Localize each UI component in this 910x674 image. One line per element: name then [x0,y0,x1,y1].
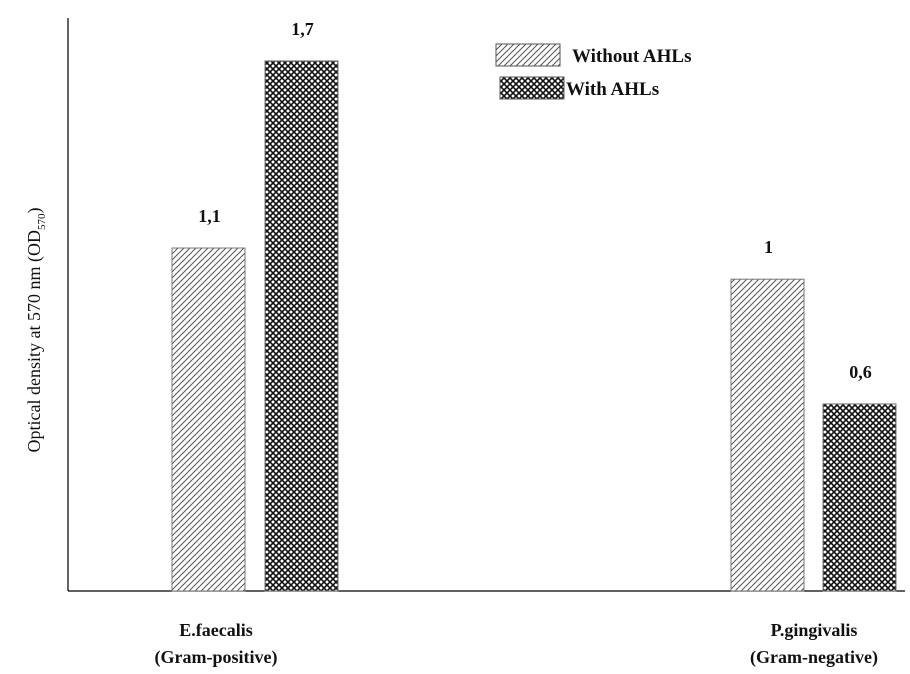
bars-group [171,60,897,592]
value-labels-group: 1,1 1 1,7 0,6 [198,19,872,382]
y-axis-title-subscript: 570 [36,213,48,230]
category-labels-group: E.faecalis (Gram-positive) P.gingivalis (Gr… [155,620,878,668]
y-axis-title-close: ) [24,208,45,214]
legend-label: Without AHLs [572,46,692,67]
y-axis-title-main: Optical density at 570 nm (OD [24,230,45,452]
value-label: 1 [764,237,773,257]
value-label: 1,7 [291,19,314,39]
bar-without-ahls-1 [730,278,805,592]
legend: Without AHLs With AHLs [495,43,692,100]
legend-swatch-without-ahls [495,43,561,67]
value-label: 0,6 [849,362,872,382]
value-label: 1,1 [198,206,221,226]
bar-without-ahls-0 [171,247,246,592]
bar-with-ahls-0 [264,60,339,592]
category-label: P.gingivalis [771,620,858,640]
legend-label: With AHLs [566,79,659,100]
bar-with-ahls-1 [822,403,897,592]
category-label: E.faecalis [179,620,253,640]
y-axis-title: Optical density at 570 nm (OD570) [24,208,48,453]
legend-swatch-with-ahls [499,76,565,100]
category-group-label: (Gram-negative) [750,647,878,668]
category-group-label: (Gram-positive) [155,647,278,668]
